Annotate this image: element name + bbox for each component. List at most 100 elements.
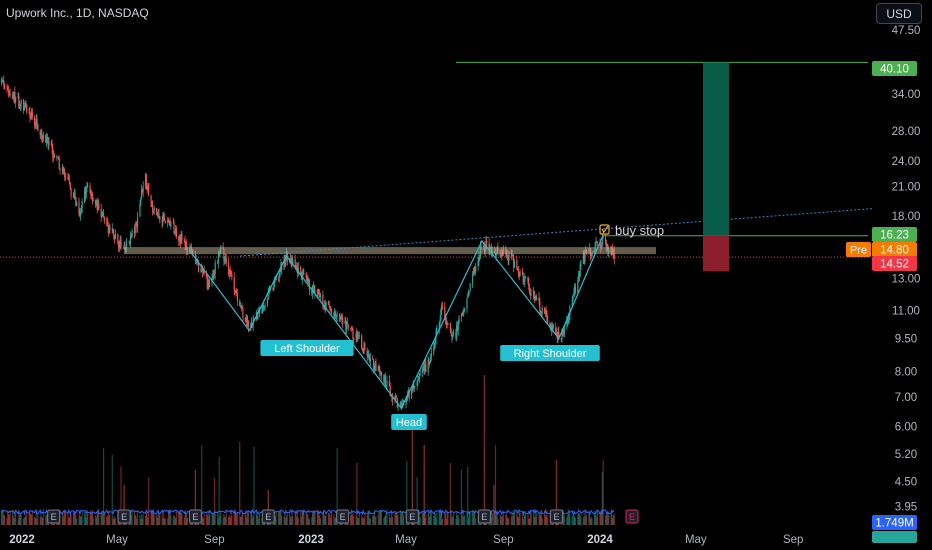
currency-button[interactable]: USD [876, 3, 922, 24]
volume-bar [433, 515, 435, 525]
candle-body [541, 307, 543, 314]
volume-bar [253, 446, 255, 525]
volume-bar [186, 513, 188, 525]
volume-bar [86, 510, 88, 525]
candle-body [101, 215, 103, 217]
candle-body [429, 357, 432, 362]
candle-body [335, 316, 337, 317]
candle-body [540, 312, 543, 314]
volume-bar [70, 514, 72, 525]
volume-bar [386, 509, 388, 525]
earnings-marker-text: E [553, 512, 559, 522]
candle-body [178, 236, 180, 241]
candle-body [57, 156, 59, 158]
volume-bar [131, 509, 133, 525]
volume-bar [246, 517, 248, 525]
candle-body [6, 87, 8, 89]
candle-body [163, 214, 165, 218]
volume-bar [516, 509, 518, 525]
candle-body [424, 364, 426, 371]
candle-body [162, 214, 164, 223]
volume-bar [34, 516, 36, 525]
volume-bar [185, 514, 187, 525]
earnings-marker-bg [117, 509, 131, 524]
candle-body [39, 131, 41, 135]
candle-body [164, 220, 166, 223]
volume-bar [247, 512, 249, 525]
candle-body [591, 253, 593, 256]
candle-body [300, 267, 302, 275]
candle-body [369, 358, 371, 362]
candle-body [30, 116, 32, 119]
candle-body [466, 297, 468, 309]
candle-body [295, 265, 297, 267]
volume-bar [84, 510, 86, 525]
volume-bar [213, 478, 216, 525]
candle-body [523, 281, 525, 283]
checkbox-icon [599, 224, 610, 235]
volume-bar [307, 513, 309, 525]
volume-bar [223, 513, 225, 525]
volume-bar [95, 514, 97, 525]
candle-body [91, 193, 93, 196]
candle-body [175, 228, 177, 237]
candle-body [372, 358, 374, 360]
volume-bar [528, 518, 531, 525]
volume-bar [440, 513, 442, 525]
candle-body [361, 348, 364, 351]
candle-body [207, 279, 209, 289]
volume-bar [389, 517, 391, 525]
earnings-marker-bg [477, 509, 491, 524]
candle-body [1, 80, 3, 82]
volume-bar [490, 511, 493, 525]
candle-body [524, 278, 526, 282]
candle-body [195, 260, 197, 262]
volume-bar [402, 511, 404, 525]
volume-bar [572, 510, 574, 525]
candle-body [203, 270, 205, 275]
volume-bar [574, 516, 576, 525]
volume-bar [353, 515, 355, 525]
volume-bar [333, 513, 335, 525]
volume-bar [336, 448, 338, 525]
volume-bar [39, 516, 41, 525]
volume-bar [539, 515, 541, 525]
candle-body [346, 322, 348, 330]
candle-body [550, 325, 552, 327]
candle-body [528, 281, 530, 287]
candle-body [209, 283, 211, 287]
head-shoulders-pattern [189, 234, 604, 410]
volume-bar [594, 514, 596, 525]
candle-body [605, 243, 607, 251]
volume-bar [364, 513, 366, 525]
candle-body [224, 256, 226, 262]
candle-body [410, 390, 413, 399]
volume-bar [384, 515, 387, 525]
price-label-text: 40.10 [880, 64, 909, 76]
volume-bar [14, 512, 16, 525]
candle-body [323, 304, 326, 306]
volume-bar [524, 511, 527, 525]
buy-stop-text: buy stop [615, 223, 664, 238]
candle-body [141, 189, 143, 193]
candle-body [7, 87, 9, 90]
volume-bar [317, 510, 319, 525]
volume-bar [311, 511, 314, 525]
candle-body [578, 274, 581, 277]
volume-bar [24, 510, 26, 525]
candle-body [307, 277, 309, 282]
y-tick-label: 6.00 [895, 422, 917, 434]
volume-bar [352, 511, 354, 525]
candle-body [474, 268, 476, 273]
candle-body [445, 319, 447, 321]
candle-body [461, 312, 463, 315]
volume-bar [64, 510, 67, 525]
neckline-zone [124, 247, 656, 255]
candle-body [273, 286, 275, 290]
volume-bar [411, 430, 414, 525]
candle-body [168, 220, 170, 222]
candle-body [452, 334, 454, 338]
volume-bar [231, 516, 233, 525]
earnings-marker-text: E [121, 512, 127, 522]
